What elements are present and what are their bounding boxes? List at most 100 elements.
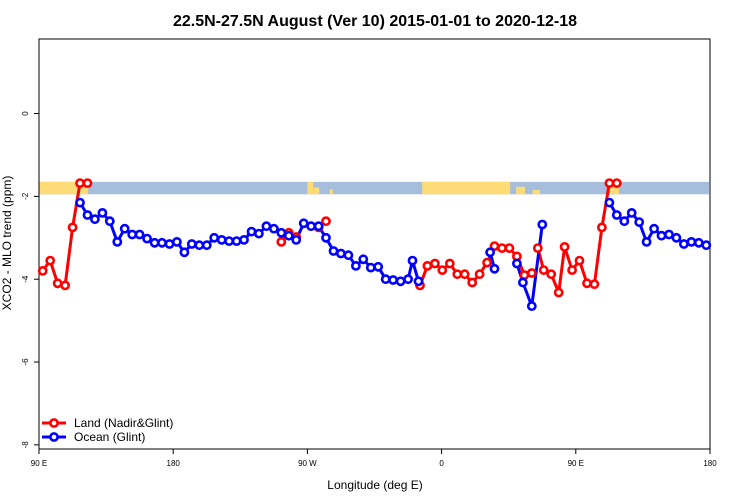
data-point-ocean	[239, 234, 249, 245]
data-point-ocean	[518, 277, 528, 288]
data-point-ocean	[104, 216, 115, 227]
data-point-ocean	[388, 275, 398, 285]
data-point-land	[532, 243, 543, 253]
data-point-ocean	[619, 216, 630, 227]
y-tick-label: -8	[21, 441, 30, 449]
map-strip-land-patch	[516, 186, 526, 195]
data-point-ocean	[512, 258, 522, 269]
x-tick-label: 180	[167, 459, 181, 468]
x-tick-label: 90 E	[31, 459, 47, 468]
data-point-ocean	[679, 239, 689, 249]
y-tick-label: -4	[21, 275, 30, 283]
data-point-ocean	[253, 228, 264, 239]
data-point-ocean	[157, 237, 167, 248]
data-point-land	[459, 269, 470, 280]
data-point-ocean	[693, 237, 704, 248]
legend-label-ocean: Ocean (Glint)	[74, 430, 145, 444]
data-point-ocean	[171, 236, 182, 247]
data-point-land	[82, 178, 93, 188]
data-point-land	[422, 260, 433, 271]
data-point-land	[321, 216, 331, 227]
data-point-ocean	[209, 232, 220, 243]
data-point-ocean	[321, 232, 331, 243]
x-tick-label: 90 W	[298, 459, 317, 468]
data-point-ocean	[413, 276, 424, 287]
data-point-ocean	[186, 239, 197, 249]
data-point-ocean	[313, 221, 324, 232]
map-strip-land-patch	[532, 189, 541, 195]
data-point-land	[582, 278, 592, 289]
x-tick-label: 180	[703, 459, 717, 468]
y-tick-label: -2	[21, 192, 30, 200]
data-point-land	[574, 255, 585, 266]
y-tick-label: -6	[21, 358, 30, 366]
data-point-land	[597, 222, 607, 233]
data-point-land	[504, 243, 515, 253]
data-point-ocean	[626, 207, 637, 218]
data-point-land	[538, 265, 549, 275]
data-point-ocean	[395, 276, 406, 287]
data-point-land	[429, 258, 440, 269]
data-point-land	[67, 222, 78, 233]
data-point-ocean	[407, 255, 418, 266]
map-strip-land-patch	[329, 189, 333, 195]
map-strip-land-patch	[307, 181, 314, 195]
data-point-ocean	[283, 230, 294, 241]
x-tick-label: 90 E	[568, 459, 584, 468]
data-point-ocean	[246, 226, 257, 237]
x-axis-label: Longitude (deg E)	[327, 478, 422, 492]
series-line-ocean	[515, 224, 544, 308]
map-strip-ocean	[40, 181, 709, 195]
data-point-ocean	[380, 274, 391, 285]
data-point-ocean	[664, 229, 674, 240]
data-point-ocean	[134, 229, 145, 240]
data-point-land	[437, 265, 448, 275]
data-point-ocean	[306, 221, 316, 232]
series-line-land	[418, 244, 533, 286]
data-point-land	[553, 287, 564, 298]
data-point-land	[546, 269, 557, 280]
map-strip-land-patch	[498, 188, 508, 195]
data-point-land	[75, 178, 85, 188]
data-point-ocean	[365, 262, 376, 273]
data-point-ocean	[201, 240, 212, 251]
map-strip-land-block	[608, 181, 620, 195]
data-point-ocean	[656, 230, 667, 241]
data-point-ocean	[634, 217, 645, 227]
data-point-ocean	[350, 260, 361, 271]
data-point-land	[482, 257, 492, 268]
data-point-ocean	[485, 247, 495, 258]
y-axis: 0 -2 -4 -6 -8	[21, 111, 39, 449]
data-point-ocean	[403, 274, 413, 285]
data-point-ocean	[373, 261, 384, 272]
data-point-land	[589, 279, 600, 290]
map-strip-land-patch	[313, 187, 320, 195]
x-tick-label: 0	[439, 459, 444, 468]
data-point-ocean	[701, 240, 712, 251]
data-point-land	[611, 178, 622, 188]
data-point-ocean	[291, 234, 302, 245]
data-point-ocean	[261, 221, 272, 232]
data-point-ocean	[216, 234, 227, 245]
data-point-ocean	[119, 223, 130, 234]
map-strip	[39, 181, 709, 195]
data-point-ocean	[611, 210, 622, 220]
data-point-land	[559, 241, 570, 252]
legend: Land (Nadir&Glint) Ocean (Glint)	[42, 416, 173, 444]
data-point-land	[567, 265, 577, 275]
data-point-ocean	[489, 263, 500, 274]
data-point-land	[60, 280, 70, 291]
legend-marker-ocean	[49, 432, 59, 442]
data-point-ocean	[649, 223, 659, 234]
data-point-ocean	[276, 227, 287, 238]
data-point-ocean	[604, 197, 615, 208]
chart-title: 22.5N-27.5N August (Ver 10) 2015-01-01 t…	[173, 13, 577, 30]
data-point-ocean	[224, 236, 234, 246]
data-point-land	[444, 258, 455, 269]
data-point-ocean	[526, 301, 537, 311]
data-point-land	[45, 255, 56, 266]
data-point-ocean	[90, 214, 100, 225]
y-axis-label: XCO2 - MLO trend (ppm)	[0, 176, 14, 311]
map-strip-land-block	[422, 181, 511, 195]
